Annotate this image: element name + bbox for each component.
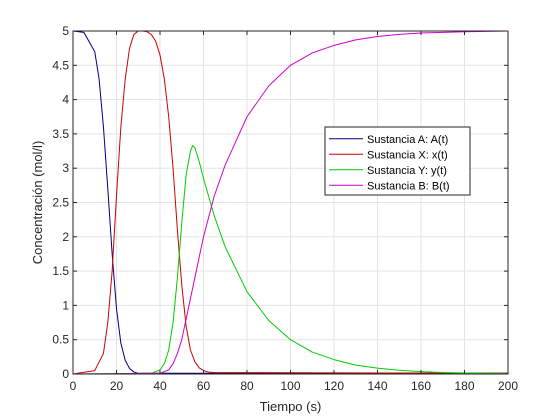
y-tick-label: 2 [62, 230, 69, 244]
ticks: 0 20 40 60 80 100 120 140 160 180 200 0 0.5 1 1.5 2 2.5 3… [52, 24, 518, 393]
y-tick-label: 3 [62, 161, 69, 175]
y-tick-label: 3.5 [52, 127, 69, 141]
y-tick-label: 0 [62, 367, 69, 381]
x-axis-label: Tiempo (s) [260, 399, 322, 414]
y-tick-label: 4 [62, 93, 69, 107]
x-tick-label: 0 [70, 379, 77, 393]
series-line-3 [72, 145, 509, 375]
y-tick-label: 2.5 [52, 196, 69, 210]
y-tick-label: 1 [62, 298, 69, 312]
x-tick-label: 200 [498, 379, 518, 393]
series-line-4 [72, 30, 509, 375]
x-tick-label: 120 [324, 379, 344, 393]
x-tick-label: 100 [280, 379, 300, 393]
x-tick-label: 20 [110, 379, 124, 393]
y-tick-label: 0.5 [52, 333, 69, 347]
x-tick-label: 180 [454, 379, 474, 393]
legend: Sustancia A: A(t) Sustancia X: x(t) Sustan… [324, 126, 471, 196]
legend-label: Sustancia A: A(t) [367, 134, 448, 146]
y-tick-label: 5 [62, 24, 69, 38]
x-tick-label: 80 [240, 379, 254, 393]
y-tick-label: 4.5 [52, 58, 69, 72]
x-tick-label: 40 [153, 379, 167, 393]
x-tick-label: 60 [197, 379, 211, 393]
y-tick-label: 1.5 [52, 264, 69, 278]
y-axis-label: Concentración (mol/l) [30, 141, 45, 265]
x-tick-label: 140 [367, 379, 387, 393]
legend-label: Sustancia B: B(t) [367, 180, 450, 192]
legend-label: Sustancia X: x(t) [367, 149, 448, 161]
legend-label: Sustancia Y: y(t) [367, 165, 447, 177]
x-tick-label: 160 [411, 379, 431, 393]
